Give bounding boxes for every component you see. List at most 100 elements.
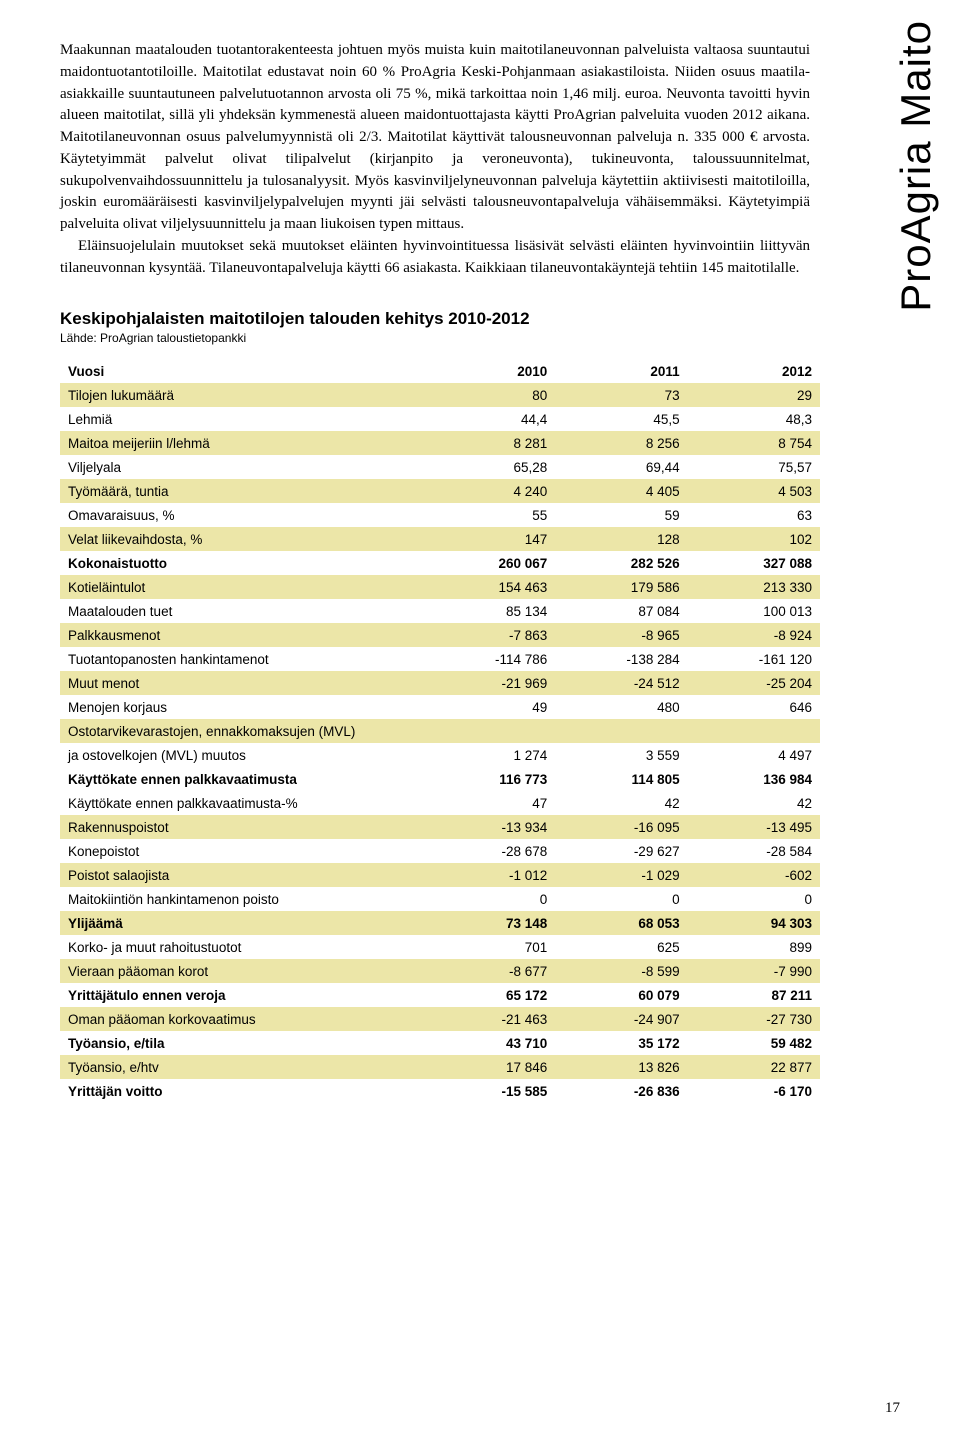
table-cell-value: 8 281 (425, 431, 555, 455)
table-cell-value: 75,57 (688, 455, 820, 479)
table-cell-value: 0 (425, 887, 555, 911)
table-row: Käyttökate ennen palkkavaatimusta-%47424… (60, 791, 820, 815)
table-cell-value: 73 (555, 383, 687, 407)
table-row: Velat liikevaihdosta, %147128102 (60, 527, 820, 551)
table-header-row: Vuosi 2010 2011 2012 (60, 359, 820, 383)
table-cell-value: 85 134 (425, 599, 555, 623)
table-cell-value: 29 (688, 383, 820, 407)
table-cell-value: 0 (688, 887, 820, 911)
table-cell-value (425, 719, 555, 743)
table-cell-label: Yrittäjätulo ennen veroja (60, 983, 425, 1007)
table-cell-label: Tuotantopanosten hankintamenot (60, 647, 425, 671)
table-header-cell: 2010 (425, 359, 555, 383)
table-cell-value: -8 965 (555, 623, 687, 647)
sidebar-section-label: ProAgria Maito (892, 20, 940, 312)
table-cell-value: -114 786 (425, 647, 555, 671)
table-cell-value: 480 (555, 695, 687, 719)
table-cell-value: 42 (688, 791, 820, 815)
table-cell-value: -1 012 (425, 863, 555, 887)
table-row: Työansio, e/htv17 84613 82622 877 (60, 1055, 820, 1079)
table-row: Maatalouden tuet85 13487 084100 013 (60, 599, 820, 623)
table-row: Poistot salaojista-1 012-1 029-602 (60, 863, 820, 887)
table-row: Käyttökate ennen palkkavaatimusta116 773… (60, 767, 820, 791)
table-cell-value: 116 773 (425, 767, 555, 791)
table-cell-value: 59 482 (688, 1031, 820, 1055)
table-row: Lehmiä44,445,548,3 (60, 407, 820, 431)
page-number: 17 (885, 1400, 900, 1417)
table-cell-label: Työmäärä, tuntia (60, 479, 425, 503)
table-cell-label: Maitoa meijeriin l/lehmä (60, 431, 425, 455)
table-cell-value: 0 (555, 887, 687, 911)
table-cell-value: 42 (555, 791, 687, 815)
table-cell-value: 625 (555, 935, 687, 959)
table-cell-value: 55 (425, 503, 555, 527)
table-cell-value: 4 503 (688, 479, 820, 503)
table-row: Korko- ja muut rahoitustuotot701625899 (60, 935, 820, 959)
table-cell-label: Menojen korjaus (60, 695, 425, 719)
table-cell-value: -28 678 (425, 839, 555, 863)
table-cell-value: 73 148 (425, 911, 555, 935)
table-cell-value: 102 (688, 527, 820, 551)
table-cell-value: -24 512 (555, 671, 687, 695)
table-cell-value: -8 924 (688, 623, 820, 647)
table-cell-label: Käyttökate ennen palkkavaatimusta-% (60, 791, 425, 815)
table-cell-value: -7 863 (425, 623, 555, 647)
table-cell-value: 47 (425, 791, 555, 815)
table-header-cell: Vuosi (60, 359, 425, 383)
table-cell-value: -161 120 (688, 647, 820, 671)
table-cell-label: Lehmiä (60, 407, 425, 431)
table-row: Menojen korjaus49480646 (60, 695, 820, 719)
table-cell-value: 17 846 (425, 1055, 555, 1079)
table-cell-value: 8 256 (555, 431, 687, 455)
table-cell-label: Oman pääoman korkovaatimus (60, 1007, 425, 1031)
table-row: Ostotarvikevarastojen, ennakkomaksujen (… (60, 719, 820, 743)
table-cell-value: 1 274 (425, 743, 555, 767)
table-row: ja ostovelkojen (MVL) muutos1 2743 5594 … (60, 743, 820, 767)
table-cell-value: 213 330 (688, 575, 820, 599)
table-cell-value: 147 (425, 527, 555, 551)
table-cell-value: 327 088 (688, 551, 820, 575)
table-cell-value: -16 095 (555, 815, 687, 839)
table-cell-value: -21 969 (425, 671, 555, 695)
table-cell-value: -21 463 (425, 1007, 555, 1031)
table-cell-value: 80 (425, 383, 555, 407)
table-cell-value: -13 495 (688, 815, 820, 839)
table-cell-value: 282 526 (555, 551, 687, 575)
table-cell-label: Työansio, e/tila (60, 1031, 425, 1055)
table-cell-value: 136 984 (688, 767, 820, 791)
table-cell-label: Rakennuspoistot (60, 815, 425, 839)
table-cell-value (555, 719, 687, 743)
table-cell-value: 3 559 (555, 743, 687, 767)
table-cell-value: -8 677 (425, 959, 555, 983)
table-cell-value: 646 (688, 695, 820, 719)
table-row: Muut menot-21 969-24 512-25 204 (60, 671, 820, 695)
table-cell-label: Vieraan pääoman korot (60, 959, 425, 983)
table-cell-value: 4 240 (425, 479, 555, 503)
table-cell-value: -138 284 (555, 647, 687, 671)
table-cell-label: Kokonaistuotto (60, 551, 425, 575)
table-cell-value: 179 586 (555, 575, 687, 599)
table-cell-value: 22 877 (688, 1055, 820, 1079)
table-cell-value: 8 754 (688, 431, 820, 455)
table-cell-value: 69,44 (555, 455, 687, 479)
table-row: Rakennuspoistot-13 934-16 095-13 495 (60, 815, 820, 839)
table-cell-value: 87 084 (555, 599, 687, 623)
paragraph: Eläinsuojelulain muutokset sekä muutokse… (60, 236, 810, 280)
table-row: Omavaraisuus, %555963 (60, 503, 820, 527)
table-cell-value: 100 013 (688, 599, 820, 623)
table-cell-label: Omavaraisuus, % (60, 503, 425, 527)
table-cell-label: Maitokiintiön hankintamenon poisto (60, 887, 425, 911)
table-cell-label: Yrittäjän voitto (60, 1079, 425, 1103)
table-cell-value: -25 204 (688, 671, 820, 695)
table-cell-value: 260 067 (425, 551, 555, 575)
table-cell-value: -602 (688, 863, 820, 887)
table-cell-value: -1 029 (555, 863, 687, 887)
table-cell-label: ja ostovelkojen (MVL) muutos (60, 743, 425, 767)
table-cell-value: 44,4 (425, 407, 555, 431)
table-cell-value: 63 (688, 503, 820, 527)
table-cell-label: Tilojen lukumäärä (60, 383, 425, 407)
table-cell-value: 59 (555, 503, 687, 527)
table-row: Oman pääoman korkovaatimus-21 463-24 907… (60, 1007, 820, 1031)
table-cell-label: Poistot salaojista (60, 863, 425, 887)
table-cell-label: Viljelyala (60, 455, 425, 479)
